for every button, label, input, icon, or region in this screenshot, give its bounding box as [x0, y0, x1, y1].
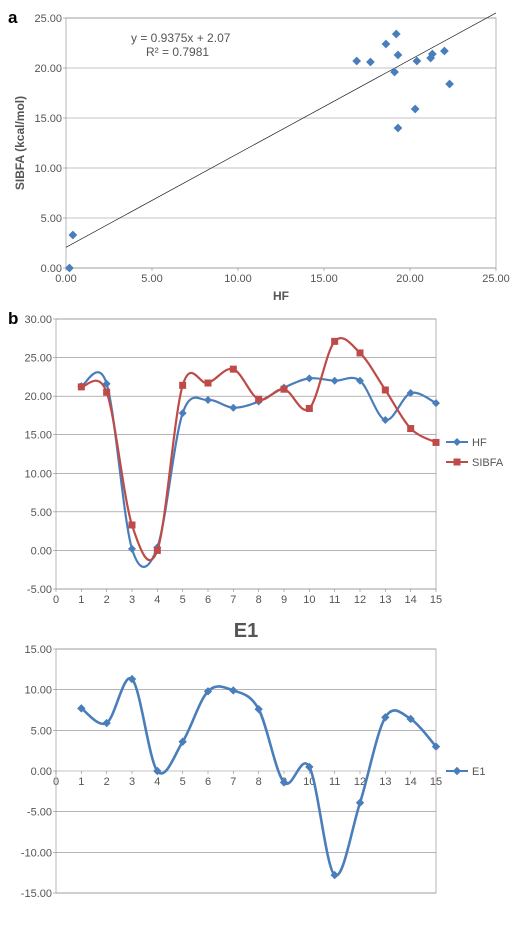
svg-text:SIBFA (kcal/mol): SIBFA (kcal/mol): [13, 96, 27, 190]
svg-text:5.00: 5.00: [31, 507, 52, 519]
svg-text:9: 9: [281, 594, 287, 606]
svg-text:SIBFA: SIBFA: [472, 457, 504, 469]
svg-text:13: 13: [379, 776, 391, 788]
svg-text:7: 7: [230, 594, 236, 606]
svg-text:7: 7: [230, 776, 236, 788]
svg-text:20.00: 20.00: [24, 391, 52, 403]
svg-text:HF: HF: [273, 289, 289, 303]
svg-text:15.00: 15.00: [24, 430, 52, 442]
svg-text:2: 2: [104, 594, 110, 606]
svg-text:E1: E1: [472, 766, 485, 778]
scatter-chart-a: 0.005.0010.0015.0020.0025.000.005.0010.0…: [8, 8, 512, 303]
svg-text:3: 3: [129, 776, 135, 788]
line-chart-b: -5.00 0.00 5.00 10.00 15.00 20.00 25.00 30.00 0 1…: [8, 309, 512, 609]
svg-text:14: 14: [405, 594, 417, 606]
svg-text:1: 1: [78, 776, 84, 788]
svg-text:1: 1: [78, 594, 84, 606]
svg-text:HF: HF: [472, 437, 487, 449]
svg-text:15.00: 15.00: [34, 113, 62, 125]
svg-text:-5.00: -5.00: [27, 584, 52, 596]
svg-text:12: 12: [354, 594, 366, 606]
svg-text:R² = 0.7981: R² = 0.7981: [146, 45, 209, 59]
svg-text:5.00: 5.00: [141, 273, 162, 285]
svg-text:-10.00: -10.00: [21, 847, 52, 859]
line-chart-e1: E1-15.00-10.00-5.000.005.0010.0015.00012…: [8, 615, 512, 911]
svg-text:0: 0: [53, 594, 59, 606]
svg-text:5: 5: [180, 594, 186, 606]
svg-text:15: 15: [430, 594, 442, 606]
svg-text:11: 11: [329, 776, 340, 788]
svg-text:6: 6: [205, 776, 211, 788]
panel-c: E1-15.00-10.00-5.000.005.0010.0015.00012…: [8, 615, 512, 911]
svg-text:0.00: 0.00: [31, 766, 52, 778]
svg-text:2: 2: [104, 776, 110, 788]
svg-text:10: 10: [303, 594, 315, 606]
panel-b: b -5.00 0.00 5.00 10.00 15.00 20.00 25.00 30.00…: [8, 309, 512, 609]
svg-text:10.00: 10.00: [24, 468, 52, 480]
svg-text:5: 5: [180, 776, 186, 788]
svg-text:5.00: 5.00: [41, 213, 62, 225]
svg-text:8: 8: [256, 594, 262, 606]
svg-text:25.00: 25.00: [34, 13, 62, 25]
svg-text:25.00: 25.00: [24, 353, 52, 365]
svg-text:4: 4: [154, 776, 160, 788]
svg-text:0.00: 0.00: [31, 545, 52, 557]
svg-text:3: 3: [129, 594, 135, 606]
panel-a: a 0.005.0010.0015.0020.0025.000.005.0010…: [8, 8, 512, 303]
svg-text:4: 4: [154, 594, 160, 606]
svg-text:y = 0.9375x + 2.07: y = 0.9375x + 2.07: [131, 31, 231, 45]
svg-text:8: 8: [256, 776, 262, 788]
svg-text:0.00: 0.00: [55, 273, 76, 285]
svg-text:10.00: 10.00: [24, 685, 52, 697]
svg-text:5.00: 5.00: [31, 725, 52, 737]
svg-text:-5.00: -5.00: [27, 807, 52, 819]
svg-text:15.00: 15.00: [310, 273, 338, 285]
svg-text:6: 6: [205, 594, 211, 606]
svg-text:E1: E1: [234, 620, 258, 642]
svg-text:14: 14: [405, 776, 417, 788]
svg-text:-15.00: -15.00: [21, 888, 52, 900]
svg-text:20.00: 20.00: [396, 273, 424, 285]
panel-a-label: a: [8, 8, 17, 28]
svg-text:13: 13: [379, 594, 391, 606]
svg-text:11: 11: [329, 594, 340, 606]
svg-text:10.00: 10.00: [34, 163, 62, 175]
svg-text:30.00: 30.00: [24, 314, 52, 326]
svg-text:10.00: 10.00: [224, 273, 252, 285]
panel-b-label: b: [8, 309, 18, 329]
svg-text:25.00: 25.00: [482, 273, 510, 285]
svg-text:15.00: 15.00: [24, 644, 52, 656]
svg-text:20.00: 20.00: [34, 63, 62, 75]
